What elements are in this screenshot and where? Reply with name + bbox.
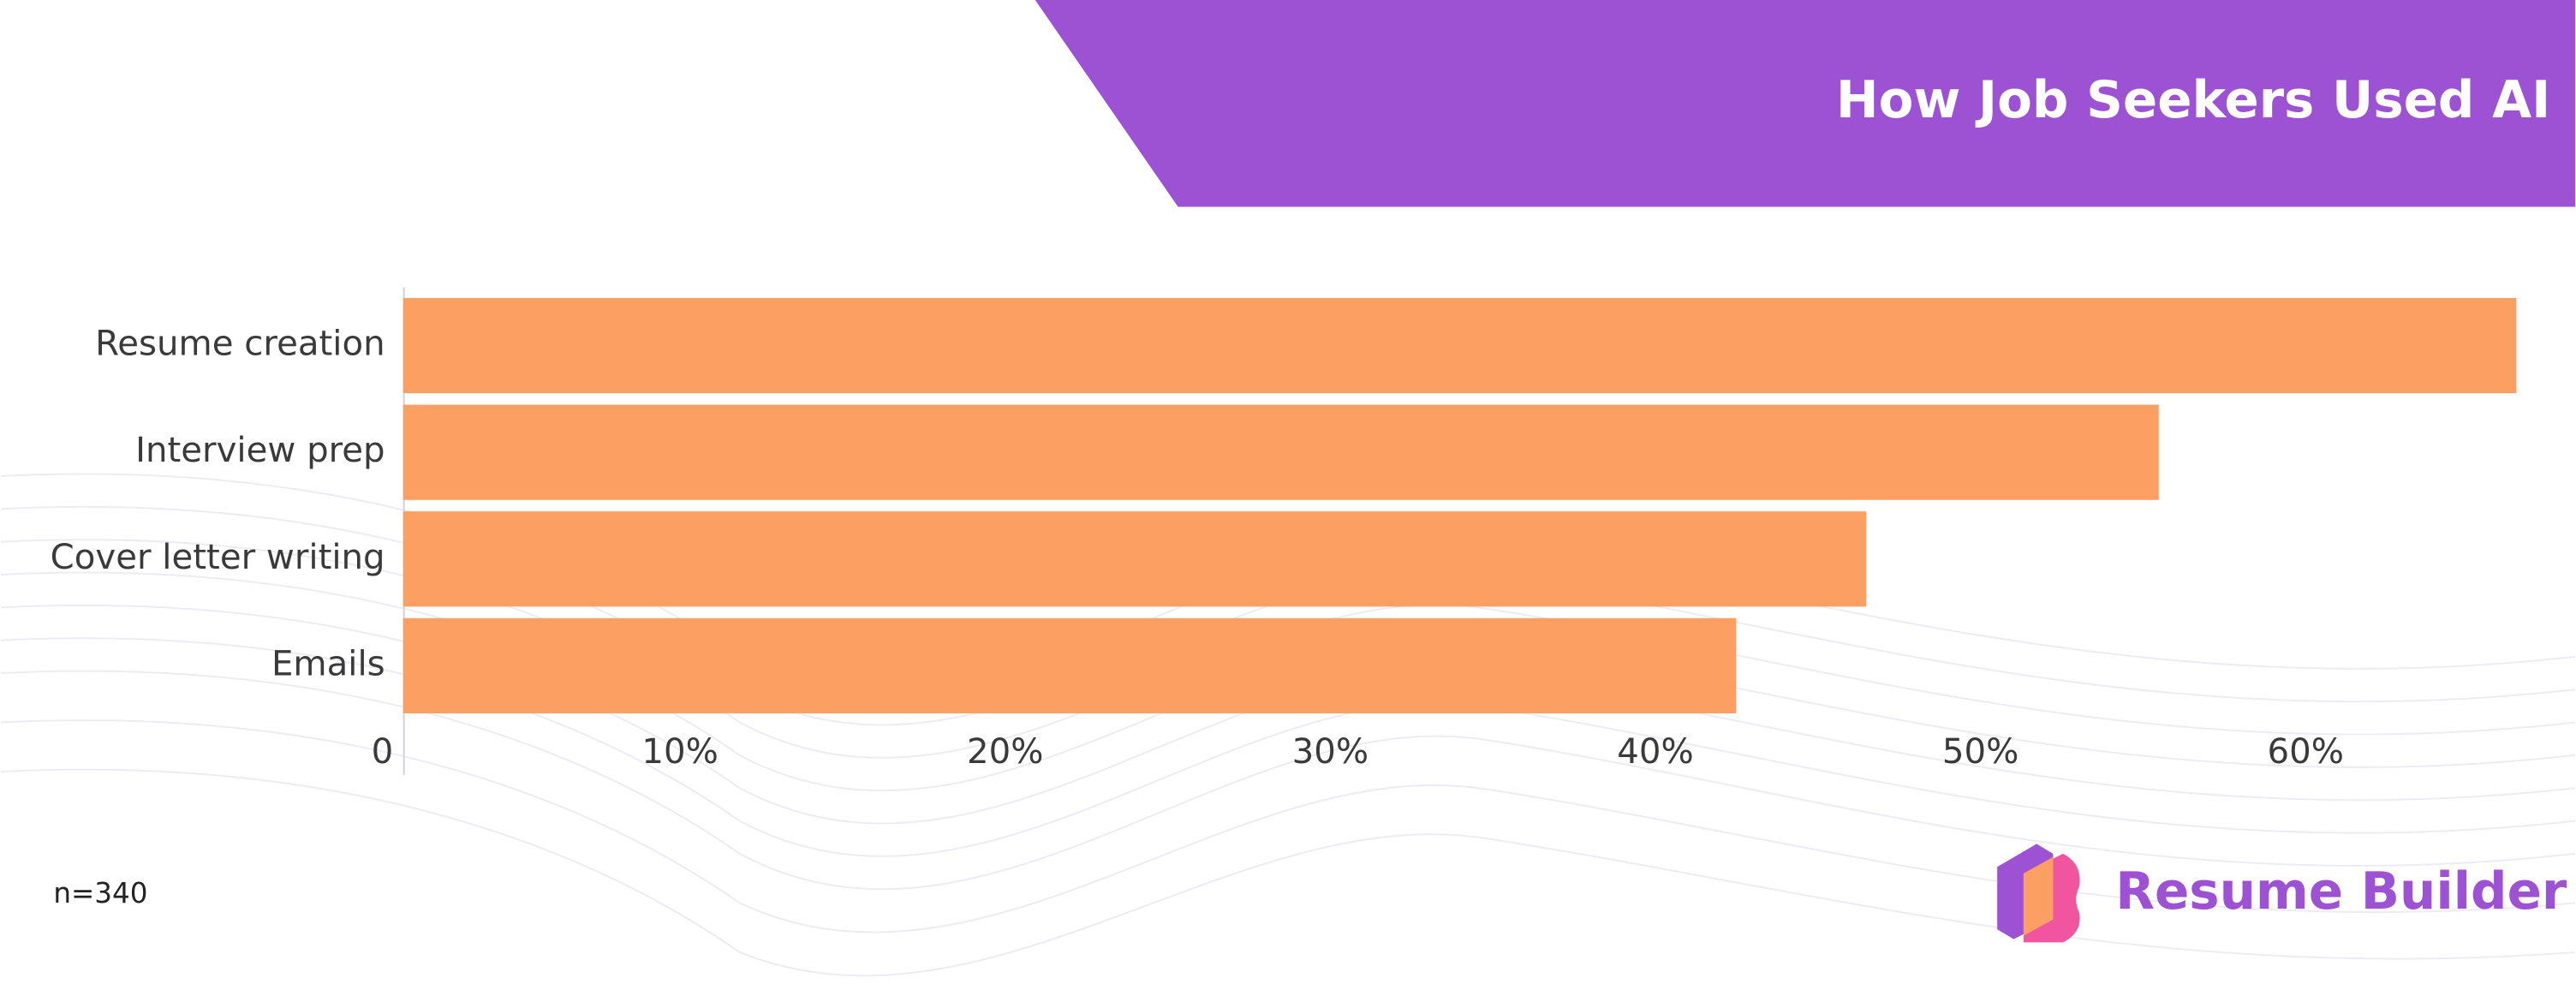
x-tick-label: 20%	[967, 732, 1043, 772]
chart-title: How Job Seekers Used AI	[1836, 71, 2550, 130]
title-banner	[1035, 0, 2575, 207]
x-tick-label: 10%	[641, 732, 718, 772]
bar	[402, 297, 2517, 394]
x-tick-label: 40%	[1617, 732, 1693, 772]
x-tick-label: 50%	[1942, 732, 2018, 772]
footnote: n=340	[53, 877, 147, 909]
bar	[402, 617, 1737, 713]
bar	[402, 404, 2159, 500]
y-tick-label: Interview prep	[135, 431, 385, 470]
y-tick-label: Emails	[271, 644, 385, 683]
y-tick-label: Cover letter writing	[51, 538, 385, 577]
brand-logo	[1997, 844, 2080, 943]
bar	[402, 511, 1867, 607]
x-tick-label: 60%	[2268, 732, 2344, 772]
brand-name: Resume Builder	[2115, 862, 2567, 921]
x-tick-label: 0	[372, 732, 394, 772]
y-tick-label: Resume creation	[95, 325, 385, 364]
x-tick-label: 30%	[1292, 732, 1368, 772]
